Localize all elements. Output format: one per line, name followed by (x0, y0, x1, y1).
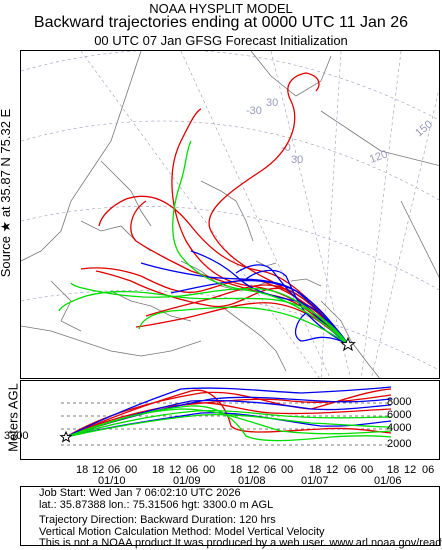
grid-label: 30 (266, 97, 278, 109)
height-profile-panel: 3300 8000 6000 4000 2000 (4, 380, 440, 460)
time-tick-label: 00 (361, 464, 374, 476)
grid-label: -30 (246, 105, 262, 117)
date-tick-label: 01/10 (98, 475, 126, 487)
date-tick-label: 01/07 (301, 475, 329, 487)
time-tick-label: 18 (230, 464, 243, 476)
time-tick-label: 06 (186, 464, 199, 476)
run-info-footer: Job Start: Wed Jan 7 06:02:10 UTC 2026 l… (20, 486, 442, 549)
trajectory-title: Backward trajectories ending at 0000 UTC… (33, 14, 409, 31)
time-tick-label: 12 (326, 464, 339, 476)
grid-label: 120 (368, 148, 389, 166)
height-profiles (65, 386, 392, 442)
grid-label: -0 (281, 142, 291, 154)
date-tick-label: 01/09 (173, 475, 201, 487)
time-tick-label: 18 (76, 464, 89, 476)
coords-line: lat.: 35.87388 lon.: 75.31506 hgt: 3300.… (39, 498, 274, 511)
start-height-label: 3300 (4, 430, 29, 442)
vertical-method-line: Vertical Motion Calculation Method: Mode… (39, 525, 325, 538)
initialization-subtitle: 00 UTC 07 Jan GFSG Forecast Initializati… (94, 33, 348, 48)
height-level-label: 4000 (387, 422, 412, 434)
time-tick-label: 00 (203, 464, 216, 476)
height-level-label: 6000 (387, 409, 412, 421)
grid-label: 150 (413, 118, 435, 139)
height-level-label: 2000 (387, 438, 412, 450)
time-tick-label: 18 (387, 464, 400, 476)
date-tick-label: 01/06 (374, 475, 402, 487)
time-tick-label: 06 (108, 464, 121, 476)
start-star-icon (59, 430, 73, 443)
time-tick-label: 00 (125, 464, 138, 476)
time-tick-label: 12 (247, 464, 260, 476)
disclaimer-line: This is not a NOAA product.It was produc… (39, 537, 442, 549)
job-start-line: Job Start: Wed Jan 7 06:02:10 UTC 2026 (39, 487, 241, 499)
agl-axis-label: Meters AGL (5, 383, 21, 452)
time-tick-label: 00 (281, 464, 294, 476)
time-tick-label: 12 (404, 464, 417, 476)
model-title: NOAA HYSPLIT MODEL (149, 1, 293, 16)
time-tick-label: 06 (422, 464, 435, 476)
time-tick-label: 18 (152, 464, 165, 476)
trajectories (58, 72, 349, 345)
time-tick-label: 12 (92, 464, 105, 476)
coastlines (21, 51, 439, 378)
source-location-label: Source ★ at 35.87 N 75.32 E (0, 109, 13, 278)
grid-label: 30 (291, 154, 303, 166)
time-tick-label: 18 (309, 464, 322, 476)
height-profile-canvas (59, 386, 392, 446)
time-tick-label: 12 (169, 464, 182, 476)
date-tick-label: 01/08 (238, 475, 266, 487)
latlon-grid (21, 51, 439, 378)
trajectory-map: 30 -30 150 120 -0 30 (20, 50, 440, 379)
height-level-label: 8000 (387, 396, 412, 408)
direction-line: Trajectory Direction: Backward Duration:… (39, 514, 276, 526)
time-tick-label: 06 (344, 464, 357, 476)
source-star-icon (340, 336, 356, 352)
time-tick-label: 06 (264, 464, 277, 476)
